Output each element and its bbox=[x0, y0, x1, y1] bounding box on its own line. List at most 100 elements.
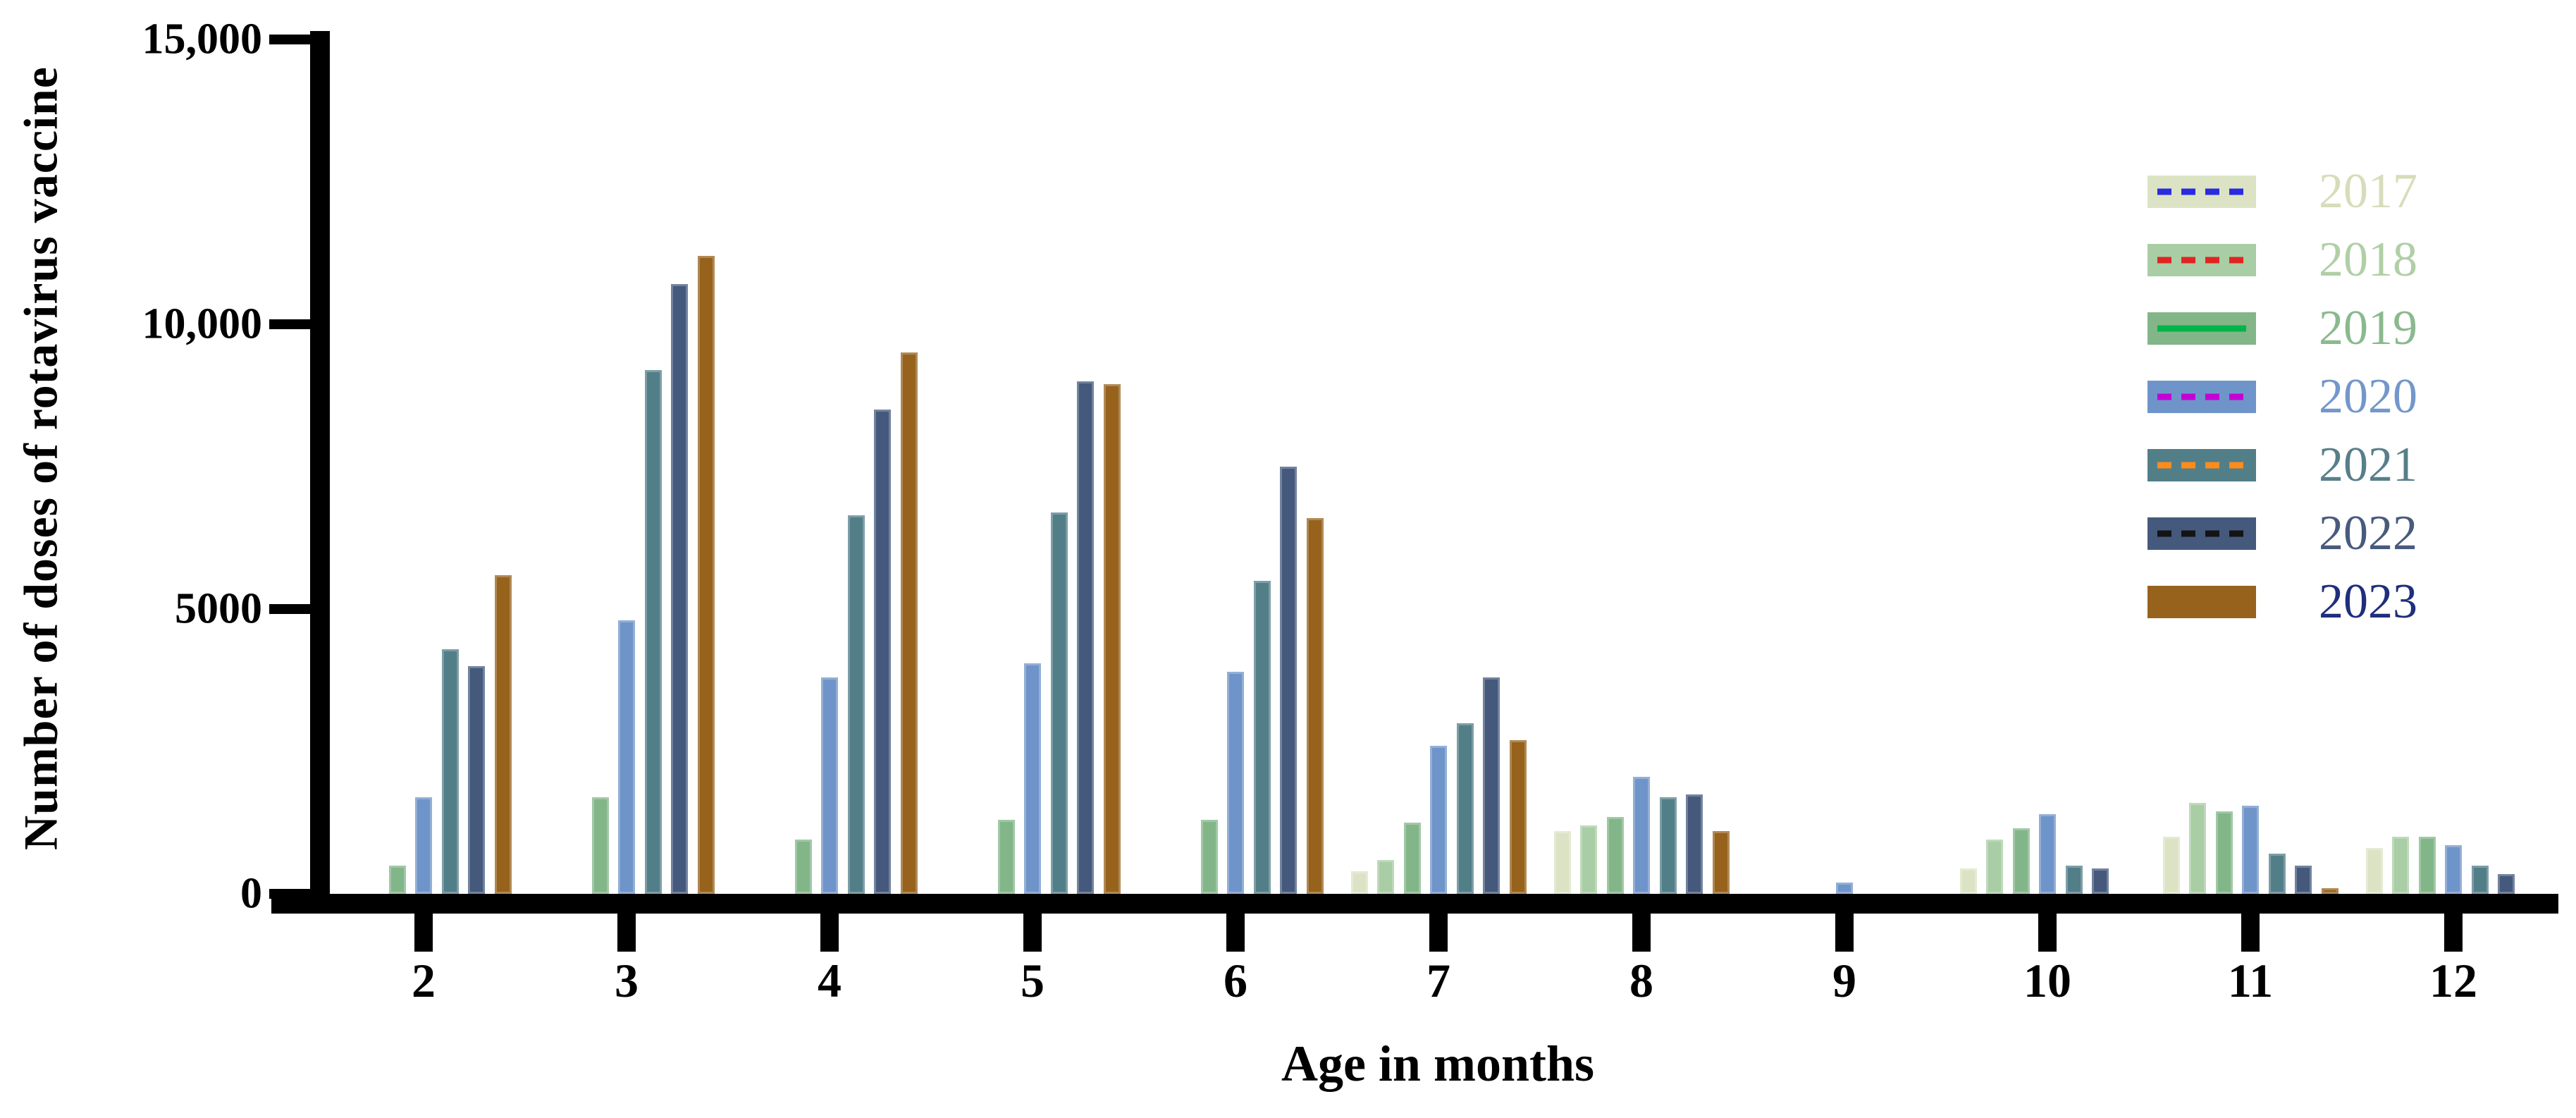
bar-2021-month-5 bbox=[1050, 512, 1068, 894]
legend-line-2017 bbox=[2157, 188, 2246, 195]
bar-2018-month-12 bbox=[2392, 837, 2409, 894]
y-axis-line bbox=[310, 31, 330, 914]
x-tick-label: 9 bbox=[1832, 954, 1856, 1007]
x-tick-label: 3 bbox=[615, 954, 639, 1007]
bar-2019-month-7 bbox=[1403, 823, 1421, 894]
bar-2020-month-7 bbox=[1430, 745, 1447, 894]
legend-swatch-2017 bbox=[2147, 176, 2256, 208]
legend-line-2021 bbox=[2157, 462, 2246, 469]
bar-2021-month-8 bbox=[1659, 797, 1677, 894]
x-tick bbox=[820, 914, 839, 952]
x-tick-label: 11 bbox=[2227, 954, 2274, 1007]
bar-2021-month-3 bbox=[644, 369, 662, 894]
bar-2021-month-6 bbox=[1253, 580, 1271, 894]
bar-2023-month-8 bbox=[1712, 831, 1730, 894]
y-tick-label: 10,000 bbox=[142, 300, 263, 348]
bar-2017-month-12 bbox=[2365, 848, 2383, 894]
x-tick-label: 8 bbox=[1629, 954, 1653, 1007]
x-tick-label: 7 bbox=[1426, 954, 1450, 1007]
x-tick-label: 4 bbox=[818, 954, 842, 1007]
bar-2017-month-8 bbox=[1553, 831, 1571, 894]
x-tick bbox=[2038, 914, 2057, 952]
y-tick-label: 15,000 bbox=[142, 15, 263, 63]
y-axis-title: Number of doses of rotavirus vaccine bbox=[13, 66, 68, 850]
bar-2022-month-5 bbox=[1077, 381, 1094, 894]
bar-2019-month-2 bbox=[388, 865, 406, 894]
x-axis-line bbox=[271, 894, 2558, 914]
bar-2021-month-4 bbox=[847, 515, 865, 894]
x-tick-label: 10 bbox=[2023, 954, 2071, 1007]
legend-label-2018: 2018 bbox=[2319, 233, 2417, 287]
bar-2019-month-11 bbox=[2215, 811, 2233, 894]
bar-2023-month-4 bbox=[900, 352, 918, 894]
bar-2021-month-11 bbox=[2268, 854, 2286, 894]
legend-line-2019 bbox=[2157, 325, 2246, 332]
legend-swatch-2023 bbox=[2147, 586, 2256, 618]
y-tick-label: 5000 bbox=[175, 584, 262, 633]
bar-2023-month-6 bbox=[1306, 517, 1324, 894]
bar-2020-month-10 bbox=[2039, 813, 2056, 894]
legend-label-2019: 2019 bbox=[2319, 301, 2417, 355]
bar-2021-month-10 bbox=[2065, 865, 2083, 894]
bar-2021-month-7 bbox=[1456, 723, 1474, 894]
legend-label-2022: 2022 bbox=[2319, 506, 2417, 560]
bar-2019-month-6 bbox=[1200, 819, 1218, 894]
bar-2021-month-2 bbox=[441, 649, 459, 894]
bar-2023-month-11 bbox=[2321, 887, 2338, 894]
bar-2022-month-2 bbox=[468, 665, 485, 894]
bar-2019-month-3 bbox=[591, 797, 609, 894]
bar-2020-month-9 bbox=[1836, 882, 1853, 894]
bar-2023-month-7 bbox=[1509, 739, 1527, 894]
bar-2022-month-7 bbox=[1483, 677, 1500, 894]
bar-2022-month-3 bbox=[671, 284, 688, 894]
x-tick-label: 2 bbox=[412, 954, 436, 1007]
legend-line-2018 bbox=[2157, 257, 2246, 264]
legend-swatch-2022 bbox=[2147, 517, 2256, 550]
x-tick-label: 6 bbox=[1224, 954, 1247, 1007]
bar-2022-month-10 bbox=[2092, 868, 2109, 894]
bar-2018-month-7 bbox=[1377, 859, 1394, 894]
bar-2017-month-11 bbox=[2162, 837, 2180, 894]
bar-2020-month-11 bbox=[2242, 805, 2259, 894]
x-tick-label: 5 bbox=[1021, 954, 1044, 1007]
legend-swatch-2018 bbox=[2147, 244, 2256, 276]
x-tick-label: 12 bbox=[2429, 954, 2477, 1007]
bar-2023-month-2 bbox=[494, 575, 512, 894]
x-tick bbox=[1023, 914, 1042, 952]
y-tick bbox=[269, 889, 310, 899]
bar-2019-month-12 bbox=[2418, 837, 2436, 894]
bar-2020-month-3 bbox=[618, 620, 635, 894]
y-tick bbox=[269, 319, 310, 329]
x-tick bbox=[617, 914, 636, 952]
bar-2020-month-5 bbox=[1024, 663, 1041, 894]
bar-2017-month-10 bbox=[1959, 868, 1977, 894]
bar-2023-month-5 bbox=[1103, 383, 1121, 894]
y-tick-label: 0 bbox=[240, 869, 262, 918]
bar-2018-month-10 bbox=[1986, 840, 2003, 894]
legend-label-2017: 2017 bbox=[2319, 164, 2417, 219]
y-tick bbox=[269, 604, 310, 614]
x-tick bbox=[1632, 914, 1651, 952]
bar-2022-month-11 bbox=[2295, 865, 2312, 894]
bar-2021-month-12 bbox=[2471, 865, 2489, 894]
bar-2020-month-6 bbox=[1227, 671, 1244, 894]
bar-2020-month-2 bbox=[415, 797, 432, 894]
x-axis-title: Age in months bbox=[1281, 1036, 1595, 1092]
bar-2019-month-8 bbox=[1606, 816, 1624, 894]
legend-swatch-2021 bbox=[2147, 449, 2256, 481]
legend-line-2020 bbox=[2157, 393, 2246, 400]
bar-2019-month-5 bbox=[997, 819, 1015, 894]
x-tick bbox=[1226, 914, 1245, 952]
bar-2017-month-7 bbox=[1350, 871, 1368, 894]
bar-2018-month-11 bbox=[2189, 802, 2206, 894]
y-tick bbox=[269, 35, 310, 44]
bar-2020-month-8 bbox=[1633, 777, 1650, 894]
x-tick bbox=[414, 914, 433, 952]
x-tick bbox=[2444, 914, 2463, 952]
bar-2019-month-4 bbox=[794, 840, 812, 894]
bar-2022-month-8 bbox=[1686, 794, 1703, 894]
bar-2022-month-6 bbox=[1280, 467, 1297, 894]
bar-2022-month-4 bbox=[874, 410, 891, 894]
x-tick bbox=[1835, 914, 1854, 952]
